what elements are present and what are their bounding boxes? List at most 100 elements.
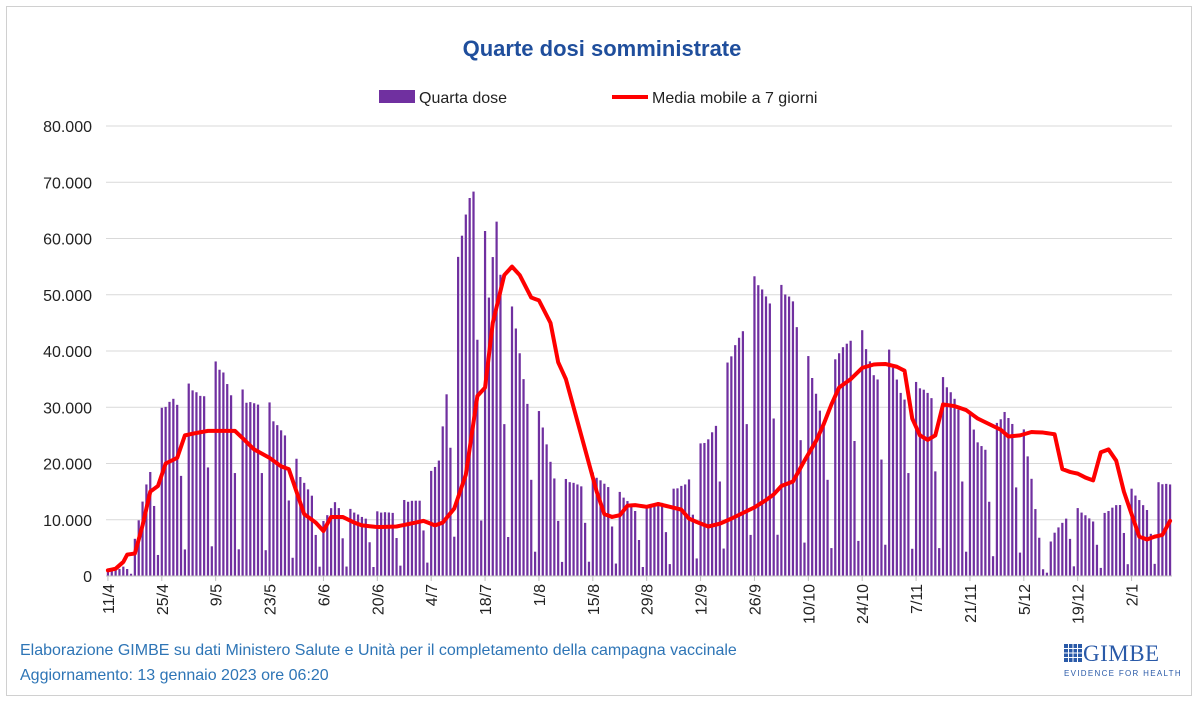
daily-bar [707,439,710,576]
daily-bar [780,284,783,576]
daily-bar [610,526,614,576]
daily-bar [807,356,810,576]
daily-bar [483,231,487,576]
daily-bar [1142,505,1145,577]
daily-bar [768,303,771,576]
x-tick-label: 7/11 [909,584,926,614]
daily-bar [1038,537,1041,576]
daily-bar [1095,544,1099,576]
daily-bar [187,383,190,576]
daily-bar [1091,521,1095,576]
daily-bar [564,478,567,576]
x-tick-label: 29/8 [640,584,657,615]
daily-bar [957,409,960,576]
daily-bar [845,343,848,576]
daily-bar [872,375,875,576]
daily-bar [864,349,868,577]
daily-bar [1068,538,1072,577]
daily-bar [226,384,229,576]
daily-bar [114,569,117,576]
daily-bar [903,399,906,576]
y-tick-label: 30.000 [43,400,92,417]
daily-bar [1076,508,1079,576]
x-tick-label: 15/8 [586,584,603,615]
daily-bar [634,510,637,576]
daily-bar [545,444,548,577]
daily-bar [876,379,879,576]
gimbe-grid-icon [1064,644,1082,662]
daily-bar [268,402,271,576]
daily-bar [826,479,829,576]
daily-bar [557,520,560,577]
daily-bar [1149,533,1152,576]
x-tick-label: 24/10 [855,584,872,624]
logo-name: GIMBE [1083,641,1160,666]
daily-bar [480,520,483,576]
daily-bar [641,567,644,576]
daily-bar [129,573,133,576]
x-tick-label: 9/5 [209,584,226,606]
daily-bar [264,550,267,576]
daily-bar [256,404,260,576]
daily-bar [214,361,217,576]
daily-bar [1018,552,1022,576]
daily-bar [841,347,845,576]
daily-bar [1161,484,1164,576]
daily-bar [761,289,764,576]
daily-bar [1030,478,1033,576]
daily-bar [1015,487,1018,576]
daily-bar [553,478,556,576]
daily-bar [303,482,306,576]
daily-bar [518,353,521,576]
daily-bar [464,214,467,577]
y-tick-label: 40.000 [43,344,92,361]
daily-bar [1022,429,1025,577]
grid [106,125,1172,521]
daily-bar [657,502,660,576]
daily-bar [376,511,379,576]
daily-bar [776,534,779,576]
daily-bar [549,461,552,576]
daily-bar [868,361,872,576]
daily-bar [291,557,294,576]
daily-bar [1026,456,1029,577]
daily-bar [1126,564,1129,576]
daily-bar [1122,532,1126,576]
daily-bar [337,508,340,576]
daily-bar [834,359,837,576]
daily-bar [199,395,202,576]
daily-bar [591,472,594,576]
daily-bar [106,569,110,576]
bars [106,191,1172,577]
daily-bar [172,398,175,576]
daily-bar [1049,541,1052,576]
daily-bar [306,489,310,577]
moving-average-line [105,264,1173,573]
daily-bar [676,488,679,576]
daily-bar [972,429,975,576]
daily-bar [626,501,629,576]
daily-bar [314,534,317,576]
daily-bar [649,506,652,576]
daily-bar [922,389,925,576]
x-tick-label: 2/1 [1125,584,1142,606]
daily-bar [210,546,213,576]
daily-bar [984,449,987,576]
daily-bar [287,500,290,576]
x-tick-label: 26/9 [748,584,765,615]
daily-bar [741,331,745,576]
daily-bar [353,512,356,576]
daily-bar [510,306,514,576]
legend-bar-label: Quarta dose [419,90,507,107]
daily-bar [206,467,210,576]
daily-bar [437,460,440,576]
daily-bar [787,296,791,576]
daily-bar [880,459,883,576]
daily-bar [961,481,964,576]
daily-bar [938,548,941,576]
daily-bar [276,425,279,576]
daily-bar [726,362,729,576]
daily-bar [1099,567,1102,576]
daily-bar [595,477,598,576]
daily-bar [857,540,860,576]
